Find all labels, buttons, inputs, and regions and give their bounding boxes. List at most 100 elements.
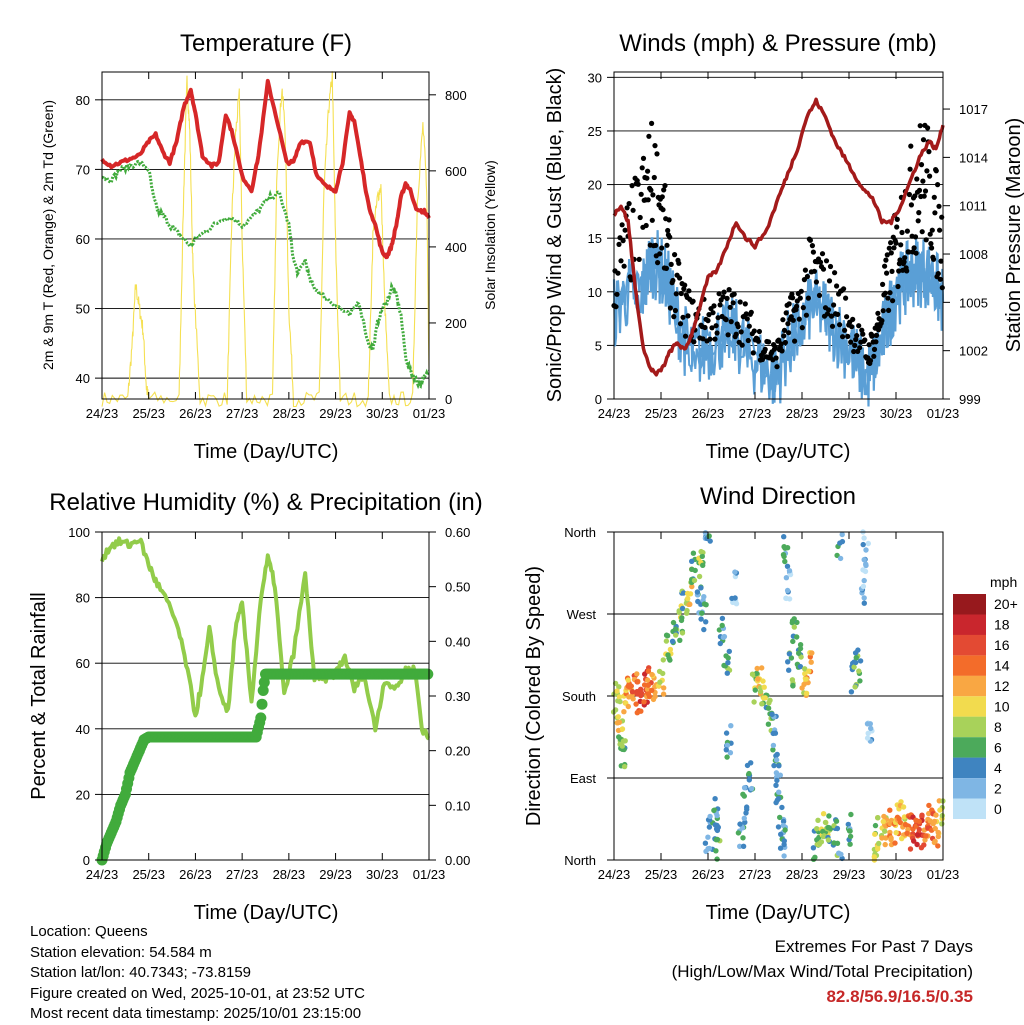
direction-point xyxy=(703,619,709,625)
gust-point xyxy=(640,155,647,161)
direction-point xyxy=(846,828,853,834)
gust-point xyxy=(904,268,910,274)
y-tick-label: 5 xyxy=(595,338,602,353)
time-tick-label: 29/23 xyxy=(319,406,352,421)
gust-point xyxy=(891,245,897,251)
gust-point xyxy=(916,187,923,193)
humidity-series xyxy=(96,536,434,866)
direction-point xyxy=(645,668,652,674)
direction-point xyxy=(861,535,867,541)
direction-point xyxy=(914,841,920,848)
direction-tick-label: West xyxy=(567,607,597,622)
direction-point xyxy=(661,685,667,691)
direction-tick-label: North xyxy=(564,525,596,540)
direction-point xyxy=(644,686,651,692)
gust-point xyxy=(653,242,659,248)
gust-point xyxy=(939,214,945,220)
gust-point xyxy=(618,258,624,264)
direction-point xyxy=(847,833,854,840)
gust-point xyxy=(902,255,908,261)
gust-point xyxy=(715,315,721,321)
gust-point xyxy=(746,323,752,329)
direction-point xyxy=(786,568,793,574)
gust-point xyxy=(885,295,891,301)
direction-point xyxy=(667,657,673,663)
gust-point xyxy=(842,327,848,333)
precip-point xyxy=(257,685,269,696)
gust-point xyxy=(938,258,944,264)
time-tick-label: 27/23 xyxy=(739,867,772,882)
direction-point xyxy=(900,804,907,810)
direction-point xyxy=(696,573,703,580)
direction-point xyxy=(755,676,761,682)
gust-point xyxy=(645,168,651,174)
direction-point xyxy=(657,679,663,685)
gust-point xyxy=(659,194,665,200)
precip-point xyxy=(422,668,434,680)
y-tick-label: 25 xyxy=(588,124,602,139)
gust-point xyxy=(932,210,938,216)
gust-point xyxy=(880,281,886,287)
direction-point xyxy=(937,807,943,813)
colorbar-label: 0 xyxy=(994,801,1002,817)
humidity-ylabel: Percent & Total Rainfall xyxy=(28,592,50,800)
gust-point xyxy=(773,355,779,361)
direction-point xyxy=(702,840,709,846)
gust-point xyxy=(733,331,739,337)
gust-point xyxy=(716,291,722,297)
direction-point xyxy=(892,840,898,846)
y-tick-label: 0 xyxy=(83,853,90,868)
gust-point xyxy=(659,245,665,251)
y-tick-label: 80 xyxy=(76,93,90,108)
gust-point xyxy=(939,285,945,291)
gust-point xyxy=(882,263,888,269)
direction-point xyxy=(863,561,869,567)
direction-point xyxy=(783,595,789,602)
direction-point xyxy=(899,835,905,842)
gust-point xyxy=(629,183,635,189)
direction-point xyxy=(799,685,805,691)
direction-point xyxy=(692,567,698,574)
direction-tick-label: North xyxy=(564,853,596,868)
gust-point xyxy=(723,317,729,323)
gust-point xyxy=(906,249,912,255)
direction-point xyxy=(935,843,941,849)
gust-point xyxy=(871,353,877,359)
direction-point xyxy=(667,646,674,653)
direction-point xyxy=(775,824,782,830)
gust-point xyxy=(879,318,885,324)
gust-point xyxy=(680,314,686,320)
direction-ylabel: Direction (Colored By Speed) xyxy=(523,566,545,826)
direction-point xyxy=(939,821,945,827)
gust-point xyxy=(898,242,904,248)
direction-point xyxy=(679,605,686,612)
direction-point xyxy=(834,552,840,559)
time-tick-label: 27/23 xyxy=(226,867,259,882)
direction-point xyxy=(746,770,752,777)
gust-point xyxy=(913,250,919,256)
gust-point xyxy=(742,301,748,307)
direction-point xyxy=(660,657,666,663)
direction-point xyxy=(815,817,821,823)
gust-point xyxy=(907,166,913,172)
direction-point xyxy=(685,595,691,602)
gust-point xyxy=(890,298,896,304)
colorbar-swatch xyxy=(953,634,986,656)
temperature-panel: Temperature (F) 40 50 60 70 80 0 200 400 600 800… xyxy=(40,30,498,463)
gust-point xyxy=(651,174,657,181)
direction-point xyxy=(785,659,791,665)
gust-point xyxy=(936,203,942,209)
direction-point xyxy=(820,828,826,835)
y-tick-label: 40 xyxy=(76,371,90,386)
y-tick-label-right: 1005 xyxy=(959,295,988,310)
direction-point xyxy=(852,650,859,656)
gust-point xyxy=(899,229,905,236)
y-tick-label-right: 1011 xyxy=(959,199,987,214)
colorbar-label: 18 xyxy=(994,617,1010,633)
direction-point xyxy=(791,616,797,622)
figure-created: Figure created on Wed, 2025-10-01, at 23… xyxy=(30,984,365,1002)
direction-point xyxy=(779,804,785,811)
gust-point xyxy=(923,237,929,243)
gust-point xyxy=(643,222,649,229)
